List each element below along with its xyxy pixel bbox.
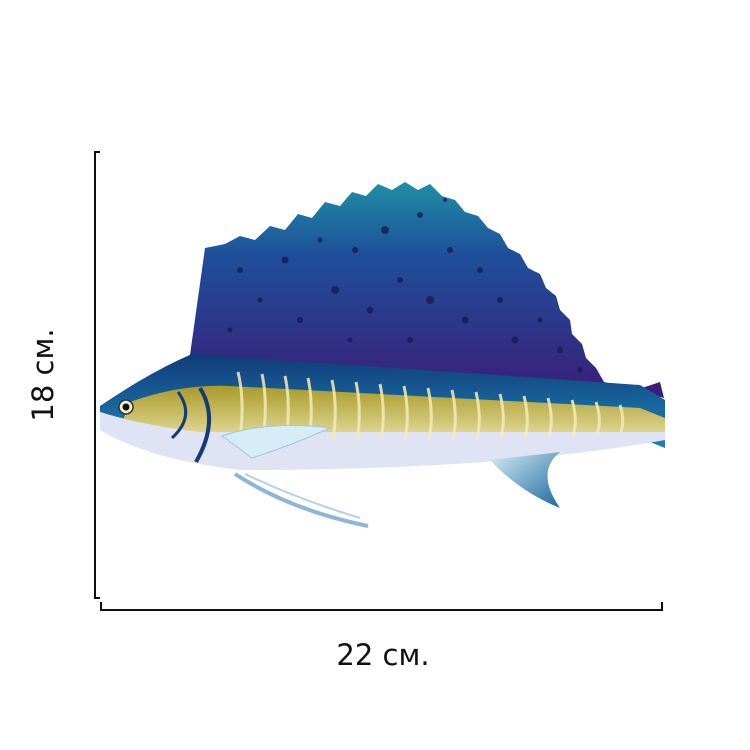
height-bracket	[94, 151, 100, 599]
anal-fin	[490, 452, 560, 508]
pectoral-fin	[220, 424, 332, 459]
tail	[636, 382, 664, 398]
width-bracket	[100, 602, 663, 611]
pelvic-fin	[233, 472, 369, 528]
height-label: 18 см.	[26, 328, 60, 421]
body-belly	[100, 412, 665, 470]
body-stripes	[236, 371, 625, 441]
gill-inner	[170, 391, 188, 440]
gill	[194, 386, 211, 463]
dorsal-sail	[190, 182, 640, 390]
pupil	[122, 403, 130, 411]
sail-spots	[227, 198, 583, 373]
pelvic-fin-2	[244, 473, 361, 519]
width-label: 22 см.	[336, 638, 429, 672]
